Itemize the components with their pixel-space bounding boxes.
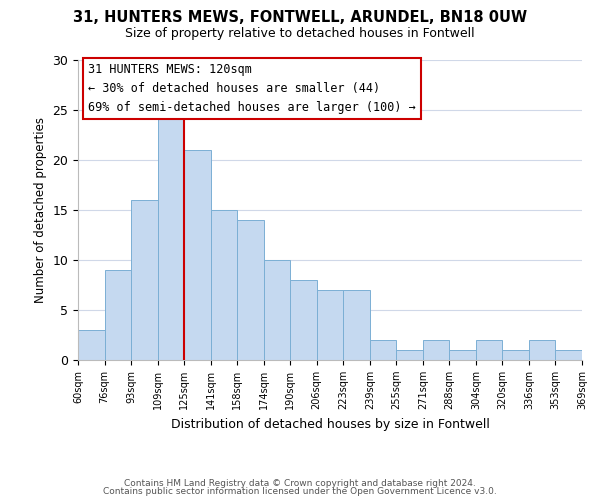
Bar xyxy=(158,110,184,360)
Text: Contains public sector information licensed under the Open Government Licence v3: Contains public sector information licen… xyxy=(103,487,497,496)
Bar xyxy=(263,260,290,360)
Bar xyxy=(131,200,158,360)
Bar xyxy=(423,340,449,360)
Text: 31 HUNTERS MEWS: 120sqm
← 30% of detached houses are smaller (44)
69% of semi-de: 31 HUNTERS MEWS: 120sqm ← 30% of detache… xyxy=(88,63,416,114)
Bar xyxy=(78,330,104,360)
Bar xyxy=(556,350,582,360)
Text: Contains HM Land Registry data © Crown copyright and database right 2024.: Contains HM Land Registry data © Crown c… xyxy=(124,478,476,488)
X-axis label: Distribution of detached houses by size in Fontwell: Distribution of detached houses by size … xyxy=(170,418,490,430)
Bar xyxy=(211,210,237,360)
Text: Size of property relative to detached houses in Fontwell: Size of property relative to detached ho… xyxy=(125,28,475,40)
Bar xyxy=(290,280,317,360)
Bar xyxy=(104,270,131,360)
Text: 31, HUNTERS MEWS, FONTWELL, ARUNDEL, BN18 0UW: 31, HUNTERS MEWS, FONTWELL, ARUNDEL, BN1… xyxy=(73,10,527,25)
Bar xyxy=(529,340,556,360)
Y-axis label: Number of detached properties: Number of detached properties xyxy=(34,117,47,303)
Bar xyxy=(449,350,476,360)
Bar xyxy=(502,350,529,360)
Bar xyxy=(370,340,397,360)
Bar xyxy=(184,150,211,360)
Bar xyxy=(343,290,370,360)
Bar xyxy=(476,340,502,360)
Bar xyxy=(237,220,263,360)
Bar xyxy=(397,350,423,360)
Bar xyxy=(317,290,343,360)
